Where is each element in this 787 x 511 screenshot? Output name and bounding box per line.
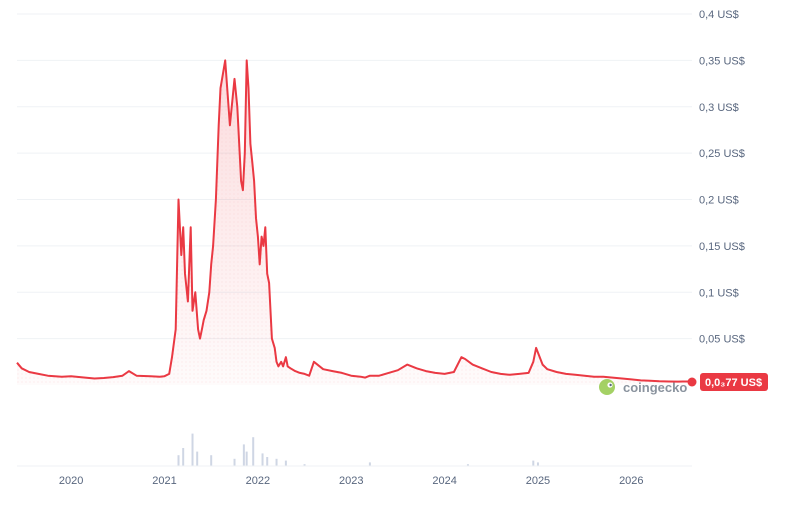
x-tick-label: 2025 bbox=[526, 475, 550, 487]
y-tick-label: 0,2 US$ bbox=[699, 195, 739, 207]
x-axis: 2020 2021 2022 2023 2024 2025 2026 bbox=[59, 475, 644, 487]
x-tick-label: 2024 bbox=[432, 475, 456, 487]
x-tick-label: 2026 bbox=[619, 475, 643, 487]
volume-bar bbox=[275, 458, 278, 466]
volume-bar bbox=[233, 458, 236, 466]
x-tick-label: 2023 bbox=[339, 475, 363, 487]
y-tick-label: 0,35 US$ bbox=[699, 55, 745, 67]
volume-bar bbox=[252, 437, 255, 466]
gecko-logo-icon bbox=[599, 379, 615, 395]
volume-bar bbox=[245, 451, 248, 466]
coingecko-watermark: coingecko bbox=[599, 379, 687, 395]
current-price-label: 0,0₃77 US$ bbox=[705, 377, 762, 389]
price-badge-bg bbox=[700, 373, 768, 391]
volume-bar bbox=[466, 464, 469, 466]
volume-bar bbox=[368, 462, 371, 466]
y-gridlines bbox=[17, 13, 692, 340]
volume-bars bbox=[17, 433, 692, 467]
y-axis: 0,4 US$ 0,35 US$ 0,3 US$ 0,25 US$ 0,2 US$ 0,1… bbox=[699, 9, 745, 346]
volume-bar bbox=[177, 455, 180, 466]
watermark-text: coingecko bbox=[623, 380, 687, 395]
volume-bar bbox=[210, 455, 213, 466]
price-area-dots bbox=[17, 60, 692, 386]
volume-bar bbox=[196, 451, 199, 466]
x-tick-label: 2021 bbox=[152, 475, 176, 487]
y-tick-label: 0,4 US$ bbox=[699, 9, 739, 21]
price-area-fill bbox=[17, 60, 692, 386]
volume-bar bbox=[266, 457, 269, 466]
volume-bar bbox=[261, 453, 264, 466]
volume-bar bbox=[532, 460, 535, 466]
y-tick-label: 0,1 US$ bbox=[699, 287, 739, 299]
x-tick-label: 2020 bbox=[59, 475, 83, 487]
current-price-dot bbox=[687, 377, 697, 387]
volume-bar bbox=[191, 433, 194, 466]
price-area bbox=[16, 59, 692, 386]
y-tick-label: 0,05 US$ bbox=[699, 334, 745, 346]
current-price-badge: 0,0₃77 US$ bbox=[687, 373, 768, 391]
volume-bar bbox=[303, 464, 306, 466]
volume-bar bbox=[182, 448, 185, 466]
y-tick-label: 0,25 US$ bbox=[699, 148, 745, 160]
volume-bar bbox=[284, 460, 287, 466]
price-line bbox=[16, 59, 692, 383]
volume-bar bbox=[242, 444, 245, 466]
y-tick-label: 0,3 US$ bbox=[699, 102, 739, 114]
volume-bar bbox=[536, 462, 539, 466]
x-tick-label: 2022 bbox=[246, 475, 270, 487]
y-tick-label: 0,15 US$ bbox=[699, 241, 745, 253]
